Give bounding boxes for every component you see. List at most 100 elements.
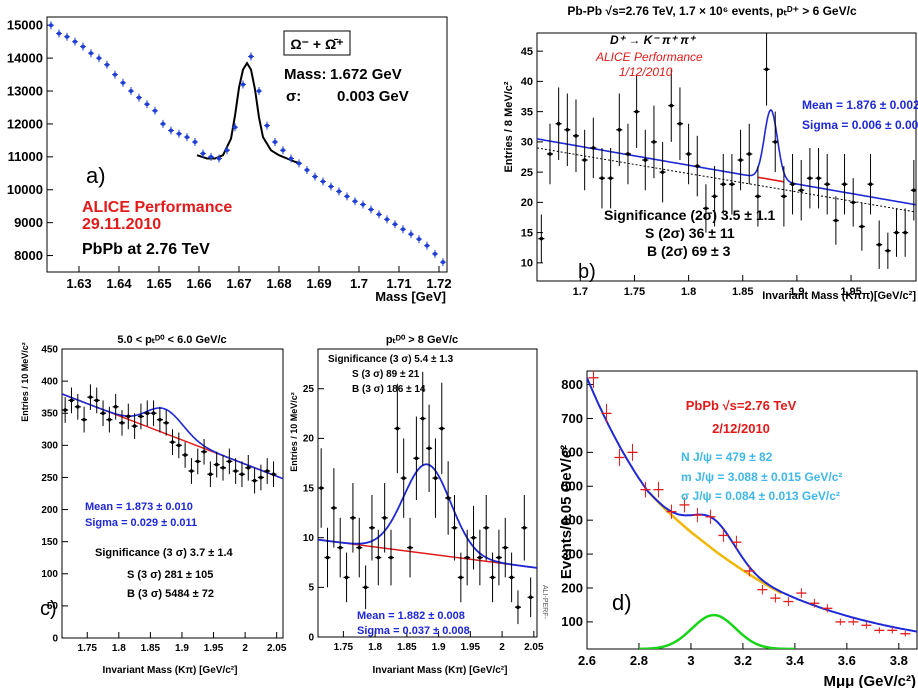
- data-point: [356, 517, 363, 578]
- y-tick-label: 700: [561, 411, 583, 426]
- point-marker: [82, 417, 86, 422]
- data-point: [280, 146, 286, 155]
- point-marker: [107, 417, 112, 422]
- data-point: [213, 451, 220, 478]
- data-point: [144, 100, 150, 109]
- data-point: [432, 249, 438, 258]
- y-tick-label: 11000: [8, 149, 43, 164]
- panel-c-right-d0-mass: pₜᴰ⁰ > 8 GeV/c 1.75 1.8 1.85 1.9 1.95 2 2.0505…: [40, 334, 548, 676]
- point-marker: [185, 135, 189, 140]
- data-point: [848, 618, 859, 626]
- x-tick-label: 1.75: [334, 642, 354, 653]
- point-marker: [912, 188, 916, 193]
- point-marker: [120, 421, 124, 425]
- data-point: [445, 461, 452, 535]
- point-marker: [903, 230, 907, 235]
- point-marker: [193, 140, 197, 145]
- point-marker: [686, 152, 691, 156]
- point-marker: [704, 206, 708, 211]
- y-tick-label: 5: [308, 583, 314, 594]
- panel-c-left-axes: 1.75 1.8 1.85 1.9 1.95 2 2.05 0 50 100 150 200 250 30…: [41, 344, 287, 654]
- point-marker: [712, 194, 717, 199]
- data-point: [264, 458, 271, 484]
- data-point: [607, 147, 614, 209]
- point-marker: [877, 242, 881, 247]
- panel-c-left-frame: [61, 348, 284, 639]
- panel-b-significance: Significance (2σ) 3.5 ± 1.1: [604, 207, 776, 223]
- x-tick-label: 1.65: [146, 276, 171, 291]
- data-point: [226, 448, 233, 475]
- data-point: [344, 192, 350, 201]
- data-point: [789, 153, 796, 215]
- point-marker: [225, 148, 229, 153]
- panel-d-ylabel: Events/0.05 GeV/c²: [558, 445, 575, 579]
- point-marker: [126, 414, 131, 419]
- data-point: [400, 225, 406, 234]
- data-point: [224, 146, 230, 155]
- panel-a-performance-line1: ALICE Performance: [82, 199, 232, 216]
- point-marker: [393, 222, 397, 227]
- panel-c-right-frame: [317, 348, 538, 638]
- y-tick-label: 9000: [14, 215, 43, 230]
- data-point: [451, 494, 458, 561]
- panel-a-xlabel: Mass [GeV]: [375, 289, 446, 304]
- x-tick-label: 3.4: [786, 653, 805, 668]
- point-marker: [376, 555, 381, 560]
- data-point: [440, 258, 446, 267]
- data-point: [432, 438, 439, 518]
- point-marker: [370, 525, 374, 530]
- point-marker: [522, 525, 527, 530]
- y-tick-label: 25: [521, 167, 533, 179]
- data-point: [360, 200, 366, 209]
- panel-a-sigma-label: σ:: [286, 88, 301, 105]
- point-marker: [73, 39, 77, 44]
- point-marker: [414, 456, 419, 461]
- panel-c-left-sigma: Sigma = 0.029 ± 0.011: [85, 517, 197, 529]
- point-marker: [183, 453, 187, 457]
- x-tick-label: 1.85: [397, 642, 417, 653]
- data-point: [352, 197, 358, 206]
- panel-a-legend-text: Ω⁻ + Ω̄⁺: [290, 36, 343, 52]
- point-marker: [808, 176, 812, 180]
- point-marker: [417, 237, 421, 242]
- data-point: [194, 448, 201, 475]
- point-marker: [94, 398, 99, 403]
- data-point: [330, 468, 337, 548]
- point-marker: [217, 156, 221, 161]
- data-point: [48, 21, 54, 30]
- data-point: [336, 187, 342, 196]
- data-point: [240, 80, 246, 89]
- data-point: [384, 215, 390, 224]
- y-tick-label: 200: [561, 580, 583, 595]
- y-tick-label: 200: [41, 505, 58, 516]
- x-tick-label: 1.8: [112, 643, 126, 654]
- data-point: [772, 111, 779, 173]
- data-point: [668, 69, 675, 142]
- y-tick-label: 250: [41, 473, 58, 484]
- data-point: [598, 147, 605, 209]
- y-tick-label: 100: [561, 614, 583, 629]
- point-marker: [408, 545, 412, 550]
- data-point: [245, 454, 252, 481]
- point-marker: [773, 140, 778, 144]
- point-marker: [113, 72, 117, 77]
- point-marker: [101, 411, 105, 416]
- x-tick-label: 1.75: [78, 643, 98, 654]
- panel-b-background: B (2σ) 69 ± 3: [647, 243, 731, 259]
- data-point: [87, 384, 94, 411]
- data-point: [616, 93, 623, 167]
- point-marker: [321, 179, 325, 184]
- x-tick-label: 1.71: [386, 276, 411, 291]
- point-marker: [600, 176, 604, 180]
- data-point: [416, 235, 422, 244]
- data-point: [81, 406, 88, 433]
- point-marker: [643, 158, 648, 162]
- panel-d-data-points: [588, 371, 911, 637]
- x-tick-label: 1.72: [426, 276, 451, 291]
- data-point: [120, 78, 126, 87]
- panel-c-right-mean: Mean = 1.882 ± 0.008: [357, 610, 465, 622]
- point-marker: [313, 174, 317, 179]
- point-marker: [241, 82, 245, 87]
- x-tick-label: 3.2: [734, 653, 752, 668]
- data-point: [257, 464, 264, 491]
